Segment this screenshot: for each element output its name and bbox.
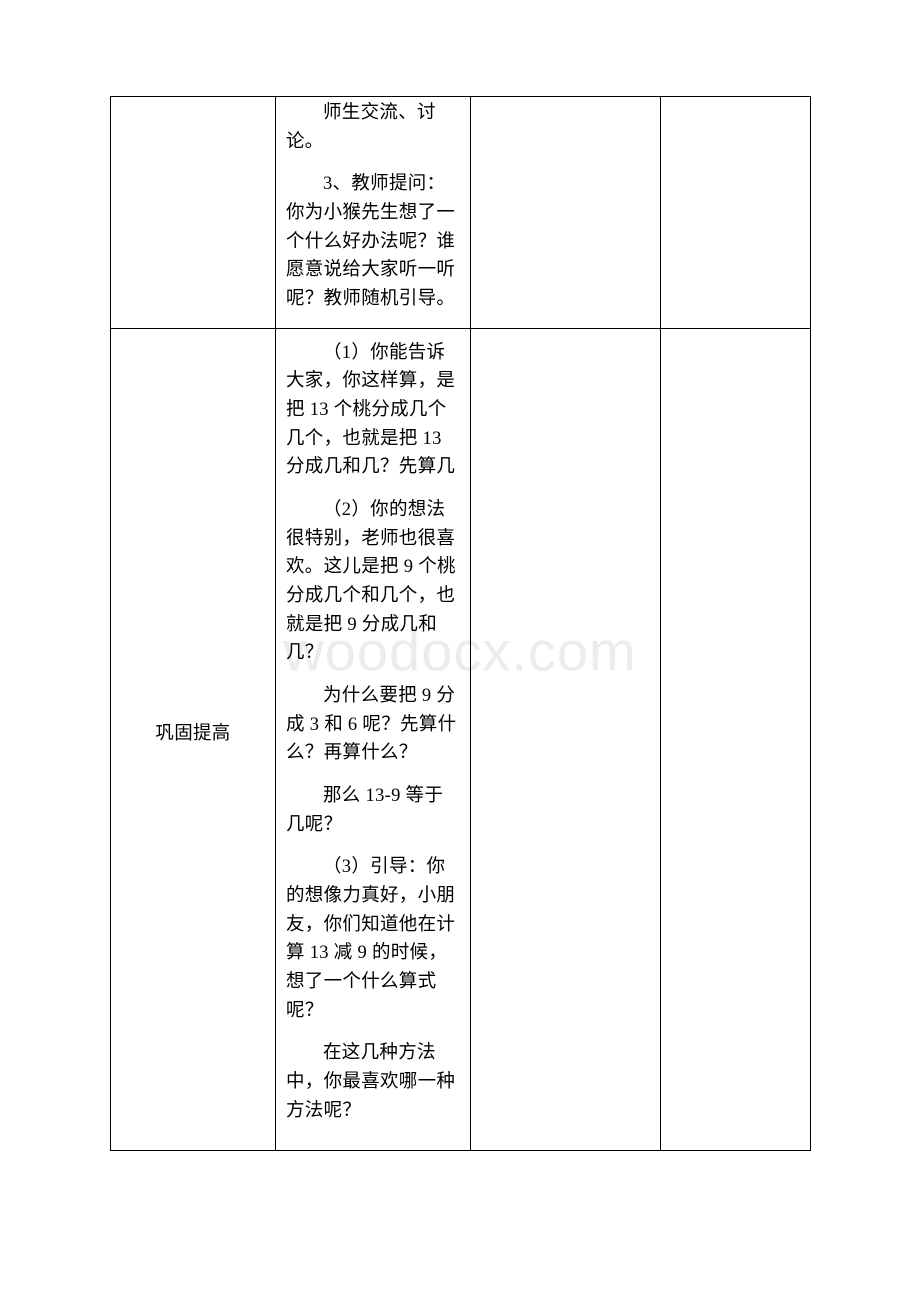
empty-cell <box>471 97 661 329</box>
content-para: 在这几种方法中，你最喜欢哪一种方法呢？ <box>286 1039 460 1125</box>
row-content-cell: （1）你能告诉大家，你这样算，是把 13 个桃分成几个几个，也就是把 13 分成… <box>276 328 471 1150</box>
empty-cell <box>471 328 661 1150</box>
content-para: （1）你能告诉大家，你这样算，是把 13 个桃分成几个几个，也就是把 13 分成… <box>286 339 460 482</box>
content-para: （3）引导：你的想像力真好，小朋友，你们知道他在计算 13 减 9 的时候，想了… <box>286 853 460 1025</box>
table-row: 师生交流、讨论。 3、教师提问：你为小猴先生想了一个什么好办法呢？谁愿意说给大家… <box>111 97 811 329</box>
row-label-cell <box>111 97 276 329</box>
row-content-cell: 师生交流、讨论。 3、教师提问：你为小猴先生想了一个什么好办法呢？谁愿意说给大家… <box>276 97 471 329</box>
content-para: 3、教师提问：你为小猴先生想了一个什么好办法呢？谁愿意说给大家听一听呢？教师随机… <box>286 170 460 313</box>
content-para: 师生交流、讨论。 <box>286 99 460 156</box>
content-para: 那么 13-9 等于几呢？ <box>286 782 460 839</box>
empty-cell <box>661 97 811 329</box>
row-label <box>111 204 275 220</box>
empty-cell <box>661 328 811 1150</box>
content-para: （2）你的想法很特别，老师也很喜欢。这儿是把 9 个桃分成几个和几个，也就是把 … <box>286 496 460 668</box>
row-label-cell: 巩固提高 <box>111 328 276 1150</box>
table-row: 巩固提高 （1）你能告诉大家，你这样算，是把 13 个桃分成几个几个，也就是把 … <box>111 328 811 1150</box>
content-para: 为什么要把 9 分成 3 和 6 呢？先算什么？再算什么？ <box>286 682 460 768</box>
row-label: 巩固提高 <box>111 709 275 769</box>
lesson-table: 师生交流、讨论。 3、教师提问：你为小猴先生想了一个什么好办法呢？谁愿意说给大家… <box>110 96 811 1151</box>
